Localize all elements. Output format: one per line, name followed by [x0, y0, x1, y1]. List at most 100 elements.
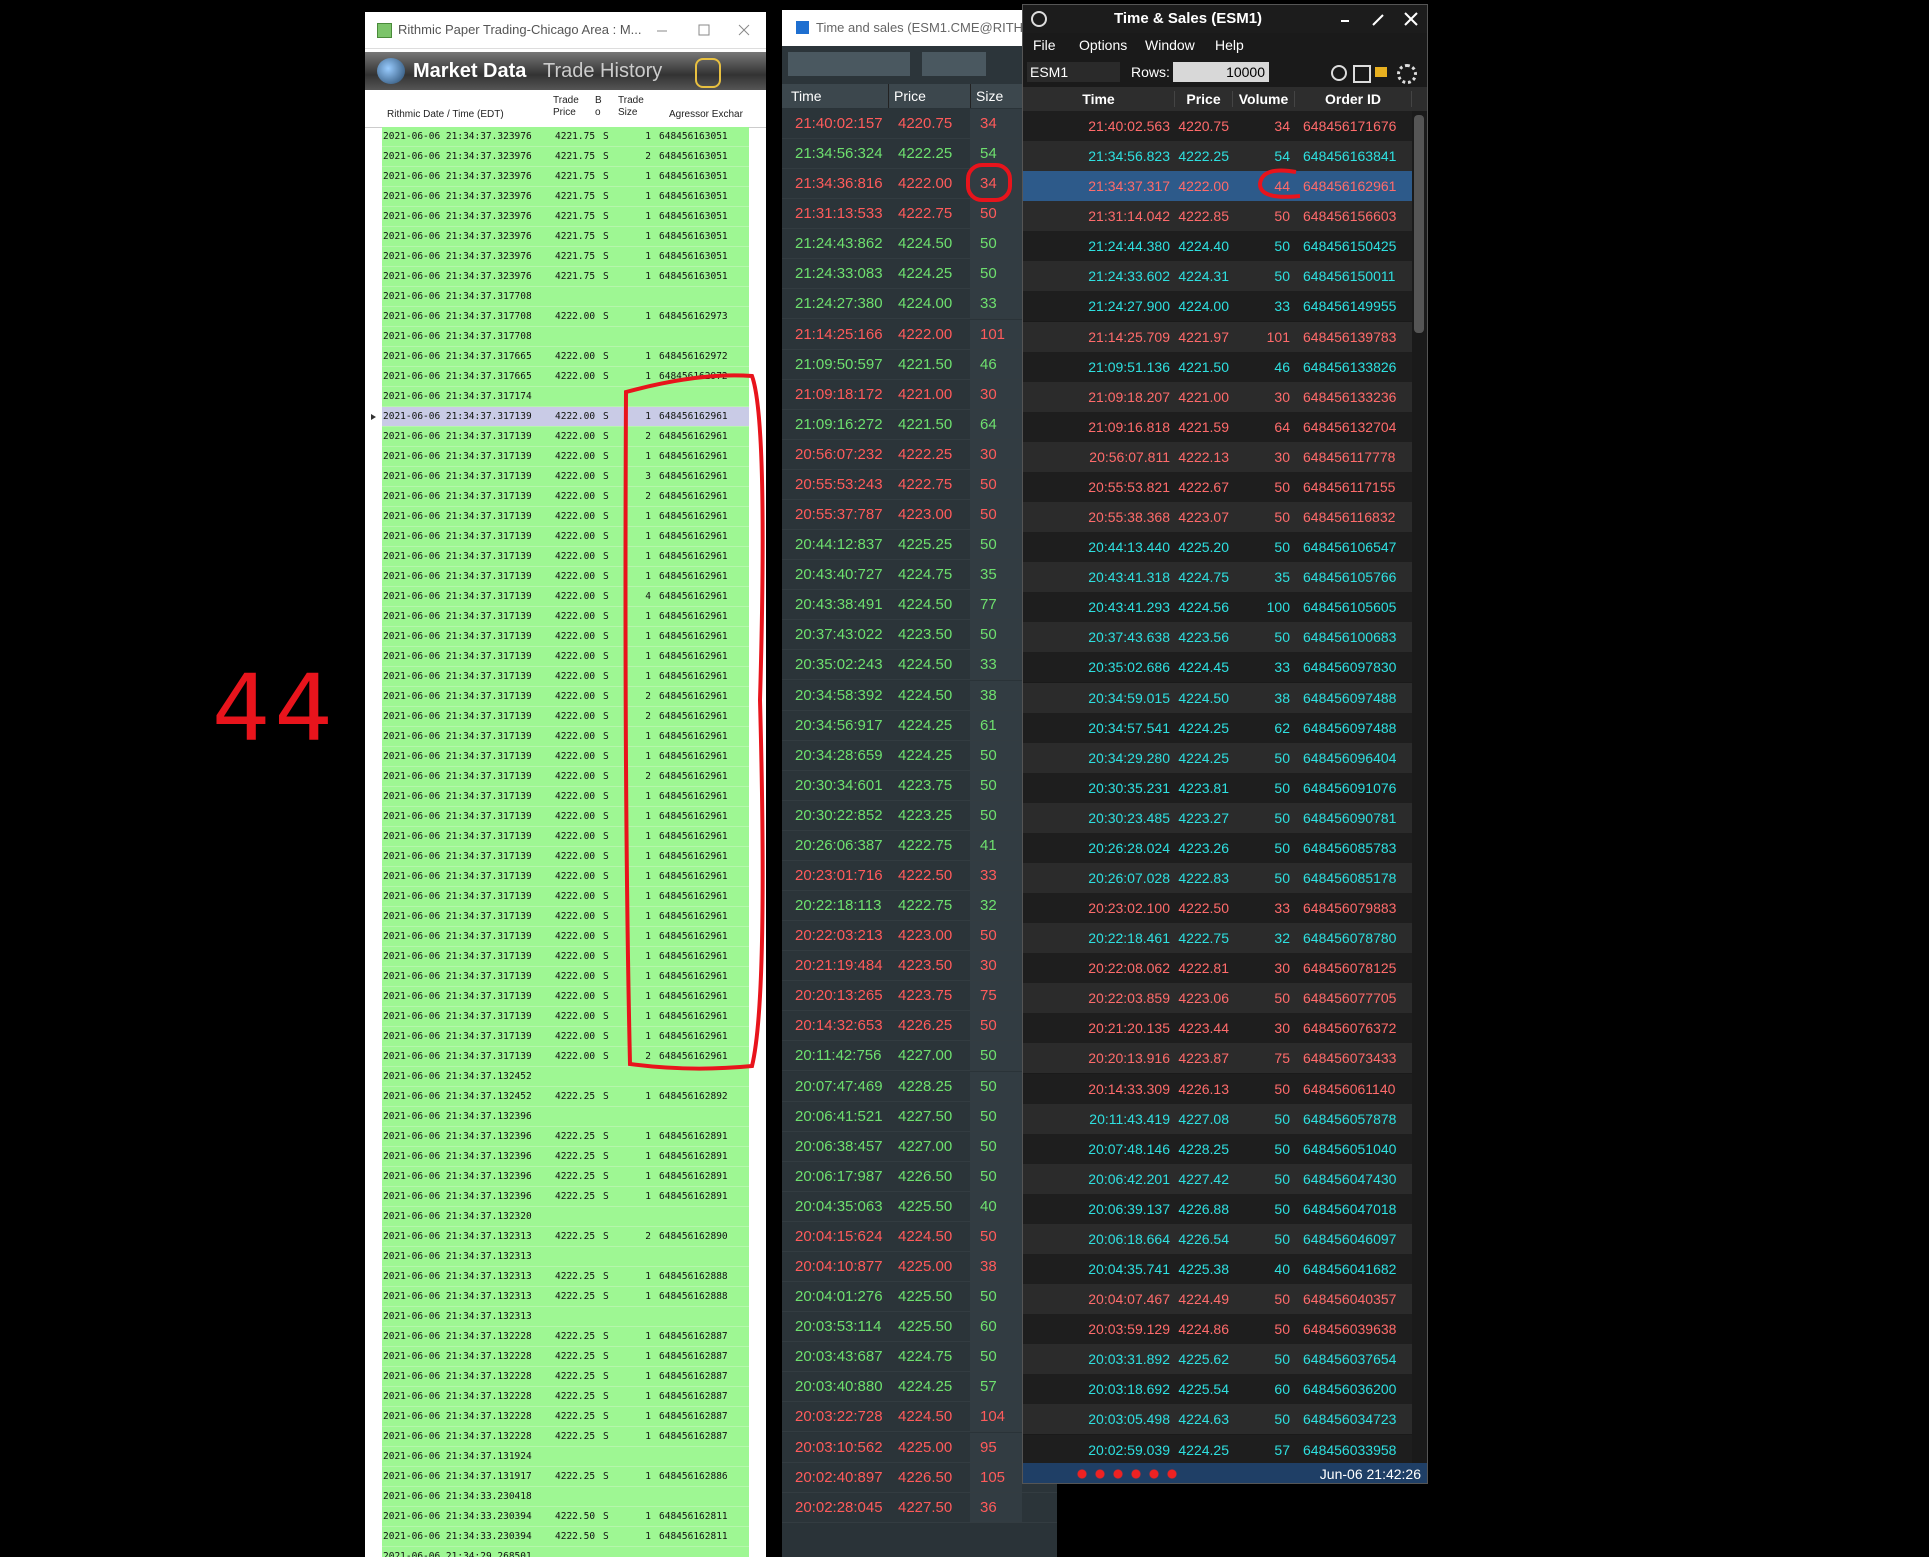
sales-row[interactable]: 20:34:29.280 4224.25 50 648456096404: [1023, 742, 1412, 773]
sales-row[interactable]: 20:35:02.686 4224.45 33 648456097830: [1023, 652, 1412, 683]
sales-row[interactable]: 20:06:42.201 4227.42 50 648456047430: [1023, 1163, 1412, 1194]
column-header-cell[interactable]: Trade Price: [553, 95, 579, 118]
trade-row[interactable]: 2021-06-06 21:34:37.132228 4222.25 S 1 64845…: [365, 1347, 766, 1367]
sales-row[interactable]: 20:20:13.916 4223.87 75 648456073433: [1023, 1043, 1412, 1074]
sales-row[interactable]: 20:03:05.498 4224.63 50 648456034723: [1023, 1404, 1412, 1435]
sales-row[interactable]: 20:03:31.892 4225.62 50 648456037654: [1023, 1344, 1412, 1375]
trade-row[interactable]: 2021-06-06 21:34:37.317139 4222.00 S 1 64845…: [365, 987, 766, 1007]
trade-row[interactable]: 2021-06-06 21:34:37.317139 4222.00 S 1 64845…: [365, 1027, 766, 1047]
sales-row[interactable]: 20:34:57.541 4224.25 62 648456097488: [1023, 712, 1412, 743]
column-header-cell[interactable]: Volume: [1233, 91, 1295, 107]
trade-row[interactable]: 2021-06-06 21:34:37.132313: [365, 1307, 766, 1327]
sales-row[interactable]: 20:06:39.137 4226.88 50 648456047018: [1023, 1193, 1412, 1224]
trade-row[interactable]: 2021-06-06 21:34:37.317139 4222.00 S 1 64845…: [365, 747, 766, 767]
trade-row[interactable]: 2021-06-06 21:34:37.132396 4222.25 S 1 64845…: [365, 1147, 766, 1167]
trade-row[interactable]: 2021-06-06 21:34:37.317708: [365, 327, 766, 347]
trade-row[interactable]: 2021-06-06 21:34:37.317708: [365, 287, 766, 307]
chat-button[interactable]: [922, 52, 986, 76]
trade-row[interactable]: 2021-06-06 21:34:37.132396 4222.25 S 1 64845…: [365, 1167, 766, 1187]
trade-row[interactable]: 2021-06-06 21:34:37.317708 4222.00 S 1 64845…: [365, 307, 766, 327]
sales-row[interactable]: 20:56:07.811 4222.13 30 648456117778: [1023, 441, 1412, 472]
trade-row[interactable]: 2021-06-06 21:34:37.132320: [365, 1207, 766, 1227]
trade-row[interactable]: 2021-06-06 21:34:37.317139 4222.00 S 1 64845…: [365, 647, 766, 667]
trade-row[interactable]: 2021-06-06 21:34:37.317139 4222.00 S 1 64845…: [365, 827, 766, 847]
trade-row[interactable]: 2021-06-06 21:34:37.323976 4221.75 S 1 64845…: [365, 167, 766, 187]
menu-item[interactable]: File: [1033, 37, 1056, 53]
trade-row[interactable]: 2021-06-06 21:34:37.317139 4222.00 S 3 64845…: [365, 467, 766, 487]
trade-row[interactable]: 2021-06-06 21:34:37.317139 4222.00 S 1 64845…: [365, 407, 766, 427]
lock-button[interactable]: [1375, 67, 1387, 77]
column-header-cell[interactable]: Order ID: [1295, 91, 1412, 107]
sales-row[interactable]: 20:30:35.231 4223.81 50 648456091076: [1023, 772, 1412, 803]
sales-row[interactable]: 20:34:59.015 4224.50 38 648456097488: [1023, 682, 1412, 713]
trade-row[interactable]: 2021-06-06 21:34:37.132452: [365, 1067, 766, 1087]
trade-row[interactable]: 2021-06-06 21:34:33.230418: [365, 1487, 766, 1507]
sales-row[interactable]: 21:40:02.563 4220.75 34 648456171676: [1023, 111, 1412, 141]
trade-row[interactable]: 2021-06-06 21:34:37.132313 4222.25 S 1 64845…: [365, 1267, 766, 1287]
trade-row[interactable]: 2021-06-06 21:34:37.317139 4222.00 S 2 64845…: [365, 427, 766, 447]
trade-row[interactable]: 2021-06-06 21:34:37.317139 4222.00 S 1 64845…: [365, 507, 766, 527]
dropdown-button[interactable]: [788, 52, 910, 76]
trade-row[interactable]: 2021-06-06 21:34:37.317665 4222.00 S 1 64845…: [365, 367, 766, 387]
column-header-cell[interactable]: Time: [1023, 91, 1175, 107]
trade-row[interactable]: 2021-06-06 21:34:37.317139 4222.00 S 4 64845…: [365, 587, 766, 607]
trade-row[interactable]: 2021-06-06 21:34:37.317139 4222.00 S 1 64845…: [365, 947, 766, 967]
trade-row[interactable]: 2021-06-06 21:34:29.268501: [365, 1547, 766, 1557]
trade-row[interactable]: 2021-06-06 21:34:37.317139 4222.00 S 1 64845…: [365, 867, 766, 887]
sales-row[interactable]: 20:02:59.039 4224.25 57 648456033958: [1023, 1434, 1412, 1465]
trade-row[interactable]: 2021-06-06 21:34:37.317139 4222.00 S 1 64845…: [365, 807, 766, 827]
sales-row[interactable]: 20:37:43.638 4223.56 50 648456100683: [1023, 622, 1412, 653]
sales-row[interactable]: 21:24:27.900 4224.00 33 648456149955: [1023, 291, 1412, 322]
sales-row[interactable]: 20:23:02.100 4222.50 33 648456079883: [1023, 893, 1412, 924]
trade-row[interactable]: 2021-06-06 21:34:37.323976 4221.75 S 1 64845…: [365, 127, 766, 147]
trade-row[interactable]: 2021-06-06 21:34:37.132452 4222.25 S 1 64845…: [365, 1087, 766, 1107]
sales-row[interactable]: 20:44:13.440 4225.20 50 648456106547: [1023, 532, 1412, 563]
trade-row[interactable]: 2021-06-06 21:34:37.132228 4222.25 S 1 64845…: [365, 1407, 766, 1427]
trade-row[interactable]: 2021-06-06 21:34:37.317139 4222.00 S 1 64845…: [365, 727, 766, 747]
sales-row[interactable]: 21:09:16.818 4221.59 64 648456132704: [1023, 411, 1412, 442]
sales-row[interactable]: 20:55:53.821 4222.67 50 648456117155: [1023, 471, 1412, 502]
trade-row[interactable]: 2021-06-06 21:34:37.317174: [365, 387, 766, 407]
trade-row[interactable]: 2021-06-06 21:34:37.317139 4222.00 S 1 64845…: [365, 787, 766, 807]
trade-row[interactable]: 2021-06-06 21:34:37.317139 4222.00 S 1 64845…: [365, 627, 766, 647]
trade-row[interactable]: 2021-06-06 21:34:37.317139 4222.00 S 1 64845…: [365, 1007, 766, 1027]
trade-row[interactable]: 2021-06-06 21:34:37.317139 4222.00 S 1 64845…: [365, 667, 766, 687]
trade-row[interactable]: 2021-06-06 21:34:37.317139 4222.00 S 2 64845…: [365, 767, 766, 787]
settings-button[interactable]: [1397, 64, 1417, 84]
sales-row[interactable]: 20:03:18.692 4225.54 60 648456036200: [1023, 1374, 1412, 1405]
add-button[interactable]: [695, 58, 721, 88]
trade-row[interactable]: 2021-06-06 21:34:37.132313 4222.25 S 1 64845…: [365, 1287, 766, 1307]
sales-row[interactable]: 20:26:28.024 4223.26 50 648456085783: [1023, 832, 1412, 863]
column-header-cell[interactable]: Trade Size: [618, 95, 644, 118]
sales-row[interactable]: 20:30:23.485 4223.27 50 648456090781: [1023, 802, 1412, 833]
trade-row[interactable]: 2021-06-06 21:34:37.132396 4222.25 S 1 64845…: [365, 1187, 766, 1207]
trade-row[interactable]: 2021-06-06 21:34:37.317665 4222.00 S 1 64845…: [365, 347, 766, 367]
sales-row[interactable]: 20:43:41.318 4224.75 35 648456105766: [1023, 562, 1412, 593]
trade-row[interactable]: 2021-06-06 21:34:37.317139 4222.00 S 1 64845…: [365, 607, 766, 627]
sales-row[interactable]: 20:14:33.309 4226.13 50 648456061140: [1023, 1073, 1412, 1104]
trade-row[interactable]: 2021-06-06 21:34:37.132396 4222.25 S 1 64845…: [365, 1127, 766, 1147]
sales-row[interactable]: 20:06:18.664 4226.54 50 648456046097: [1023, 1223, 1412, 1254]
trade-row[interactable]: 2021-06-06 21:34:37.132228 4222.25 S 1 64845…: [365, 1387, 766, 1407]
trade-row[interactable]: 2021-06-06 21:34:33.230394 4222.50 S 1 64845…: [365, 1507, 766, 1527]
trade-row[interactable]: 2021-06-06 21:34:37.132228 4222.25 S 1 64845…: [365, 1427, 766, 1447]
trade-row[interactable]: 2021-06-06 21:34:37.317139 4222.00 S 1 64845…: [365, 547, 766, 567]
column-header-cell[interactable]: Time: [791, 88, 822, 104]
window-controls[interactable]: [645, 20, 760, 40]
trade-row[interactable]: 2021-06-06 21:34:37.317139 4222.00 S 2 64845…: [365, 707, 766, 727]
trade-row[interactable]: 2021-06-06 21:34:33.230394 4222.50 S 1 64845…: [365, 1527, 766, 1547]
sales-row[interactable]: 21:34:37.317 4222.00 44 648456162961: [1023, 171, 1412, 202]
trade-row[interactable]: 2021-06-06 21:34:37.317139 4222.00 S 2 64845…: [365, 487, 766, 507]
sales-row[interactable]: 21:14:25.709 4221.97 101 648456139783: [1023, 321, 1412, 352]
trade-row[interactable]: 2021-06-06 21:34:37.317139 4222.00 S 1 64845…: [365, 447, 766, 467]
trade-row[interactable]: 2021-06-06 21:34:37.323976 4221.75 S 1 64845…: [365, 267, 766, 287]
sales-row[interactable]: 20:03:59.129 4224.86 50 648456039638: [1023, 1314, 1412, 1345]
trade-row[interactable]: 2021-06-06 21:34:37.132228 4222.25 S 1 64845…: [365, 1367, 766, 1387]
column-header-cell[interactable]: Price: [1175, 91, 1233, 107]
rows-input[interactable]: 10000: [1173, 62, 1269, 82]
column-header-cell[interactable]: B o: [595, 95, 602, 118]
sales-row[interactable]: 20:04:07.467 4224.49 50 648456040357: [1023, 1284, 1412, 1315]
trade-row[interactable]: 2021-06-06 21:34:37.317139 4222.00 S 1 64845…: [365, 567, 766, 587]
menu-item[interactable]: Help: [1215, 37, 1244, 53]
sales-row[interactable]: 20:43:41.293 4224.56 100 648456105605: [1023, 592, 1412, 623]
